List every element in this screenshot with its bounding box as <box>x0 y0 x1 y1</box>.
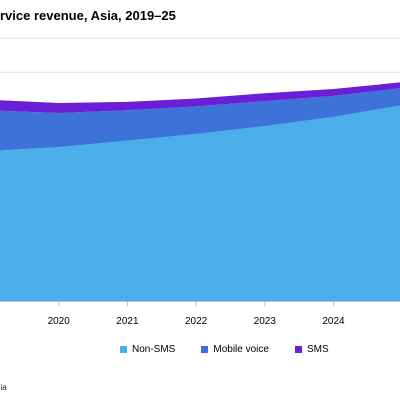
x-axis-ticks: 920202021202220232024 <box>48 301 345 327</box>
legend: Non-SMS Mobile voice SMS <box>120 344 329 355</box>
area-series-mobile-voice <box>0 88 400 151</box>
legend-item-non-sms: Non-SMS <box>120 344 175 355</box>
area-series-sms <box>0 82 400 113</box>
area-series-non-sms <box>0 105 400 301</box>
x-tick-label-2020: 2020 <box>48 316 71 327</box>
x-tick-label-2023: 2023 <box>254 316 277 327</box>
legend-label-mobile-voice: Mobile voice <box>213 344 269 355</box>
chart-title: rvice revenue, Asia, 2019–25 <box>0 8 176 23</box>
gridlines <box>0 37 400 73</box>
x-tick-label-2021: 2021 <box>116 316 139 327</box>
source-note: dia <box>0 383 7 392</box>
legend-swatch-non-sms <box>120 346 127 353</box>
x-tick-label-2024: 2024 <box>322 316 345 327</box>
series-areas <box>0 82 400 301</box>
legend-label-sms: SMS <box>306 344 329 355</box>
legend-swatch-sms <box>294 346 302 353</box>
legend-label-non-sms: Non-SMS <box>132 344 176 355</box>
legend-item-mobile-voice: Mobile voice <box>201 344 269 355</box>
legend-swatch-mobile-voice <box>201 346 209 353</box>
x-tick-label-2022: 2022 <box>185 316 208 327</box>
legend-item-sms: SMS <box>294 344 329 355</box>
